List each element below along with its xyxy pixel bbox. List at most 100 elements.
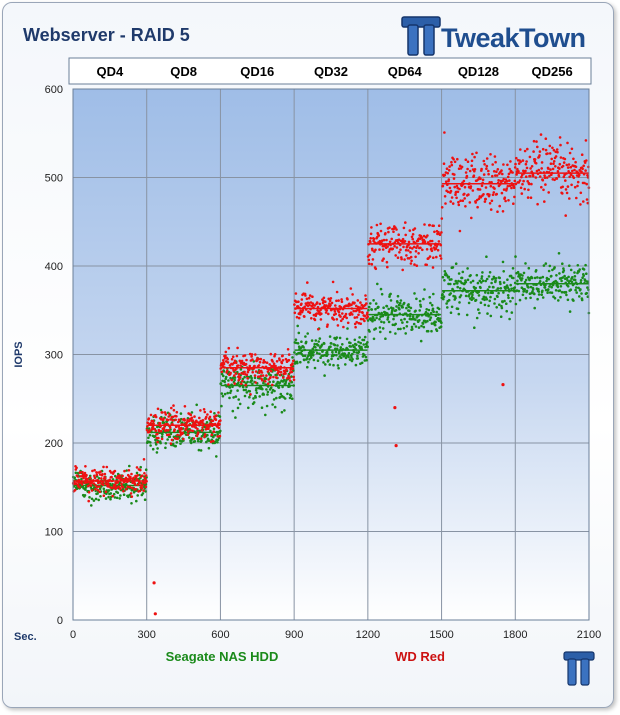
data-point xyxy=(516,279,519,283)
data-point xyxy=(582,164,585,168)
data-point xyxy=(469,185,473,188)
data-point xyxy=(432,292,435,296)
data-point xyxy=(491,193,495,197)
data-point xyxy=(507,199,510,202)
data-point xyxy=(350,303,353,307)
data-point xyxy=(208,415,212,419)
data-point xyxy=(210,433,214,437)
data-point xyxy=(570,280,574,284)
qd-label-qd128: QD128 xyxy=(458,64,499,79)
data-point xyxy=(538,150,542,153)
data-point xyxy=(558,167,561,170)
data-point xyxy=(248,395,251,399)
data-point xyxy=(84,485,88,489)
data-point xyxy=(161,411,164,414)
data-point xyxy=(520,173,524,177)
data-point xyxy=(464,158,468,161)
data-point xyxy=(138,481,141,485)
data-point xyxy=(292,359,295,363)
data-point xyxy=(450,163,454,167)
data-point xyxy=(384,232,387,235)
data-point xyxy=(219,382,223,385)
data-point xyxy=(283,397,287,400)
data-point xyxy=(109,471,113,474)
data-point xyxy=(334,304,337,307)
data-point xyxy=(170,406,173,410)
data-point xyxy=(531,174,535,178)
data-point xyxy=(171,415,175,419)
data-point xyxy=(544,262,548,265)
data-point xyxy=(152,427,156,431)
data-point xyxy=(336,324,340,327)
data-point xyxy=(308,294,312,297)
data-point xyxy=(525,160,528,163)
data-point xyxy=(403,258,406,261)
data-point xyxy=(299,360,302,364)
data-point xyxy=(290,380,294,384)
data-point xyxy=(432,256,435,260)
data-point xyxy=(344,312,348,316)
data-point xyxy=(287,374,290,378)
data-point xyxy=(566,166,570,169)
data-point xyxy=(314,339,318,342)
data-point xyxy=(451,202,455,205)
x-tick-label: 600 xyxy=(211,629,229,641)
data-point xyxy=(201,426,204,429)
data-point xyxy=(154,429,158,433)
data-point xyxy=(199,449,203,452)
data-point xyxy=(325,350,329,354)
data-point xyxy=(144,468,148,472)
data-point xyxy=(547,288,550,291)
data-point xyxy=(318,352,321,356)
data-point xyxy=(313,304,317,307)
data-point xyxy=(345,337,349,341)
data-point xyxy=(422,297,425,301)
data-point xyxy=(541,275,545,279)
data-point xyxy=(585,272,588,276)
data-point xyxy=(226,357,229,361)
data-point xyxy=(236,406,240,410)
data-point xyxy=(300,298,304,301)
data-point xyxy=(190,416,194,420)
data-point xyxy=(340,300,344,304)
data-point xyxy=(568,310,572,313)
data-point xyxy=(379,222,382,226)
data-point xyxy=(270,391,274,394)
data-point xyxy=(534,162,538,165)
data-point xyxy=(546,152,549,155)
data-point xyxy=(402,326,406,330)
data-point xyxy=(398,307,401,311)
data-point xyxy=(215,455,218,458)
data-point xyxy=(482,159,486,163)
data-point xyxy=(228,396,231,400)
data-point xyxy=(266,390,270,394)
data-point xyxy=(218,434,222,438)
data-point xyxy=(545,279,548,283)
data-point xyxy=(153,434,157,438)
data-point xyxy=(382,306,385,310)
data-point xyxy=(305,357,309,360)
data-point xyxy=(552,160,556,163)
data-point xyxy=(339,315,342,318)
data-point xyxy=(436,248,440,252)
data-point xyxy=(301,354,305,358)
data-point xyxy=(442,295,446,299)
data-point xyxy=(369,232,373,236)
data-point xyxy=(272,398,276,401)
data-point xyxy=(407,303,410,306)
data-point xyxy=(432,224,436,228)
data-point xyxy=(129,492,133,495)
data-point xyxy=(476,281,480,285)
data-point xyxy=(261,387,264,391)
data-point xyxy=(216,438,220,442)
data-point xyxy=(223,380,226,384)
data-point xyxy=(414,309,417,313)
data-point xyxy=(439,257,443,260)
data-point xyxy=(226,391,229,395)
data-point xyxy=(336,364,340,367)
data-point xyxy=(430,322,434,325)
data-point xyxy=(162,417,165,421)
data-point xyxy=(149,444,152,447)
data-point xyxy=(480,184,484,188)
data-point xyxy=(452,158,455,161)
